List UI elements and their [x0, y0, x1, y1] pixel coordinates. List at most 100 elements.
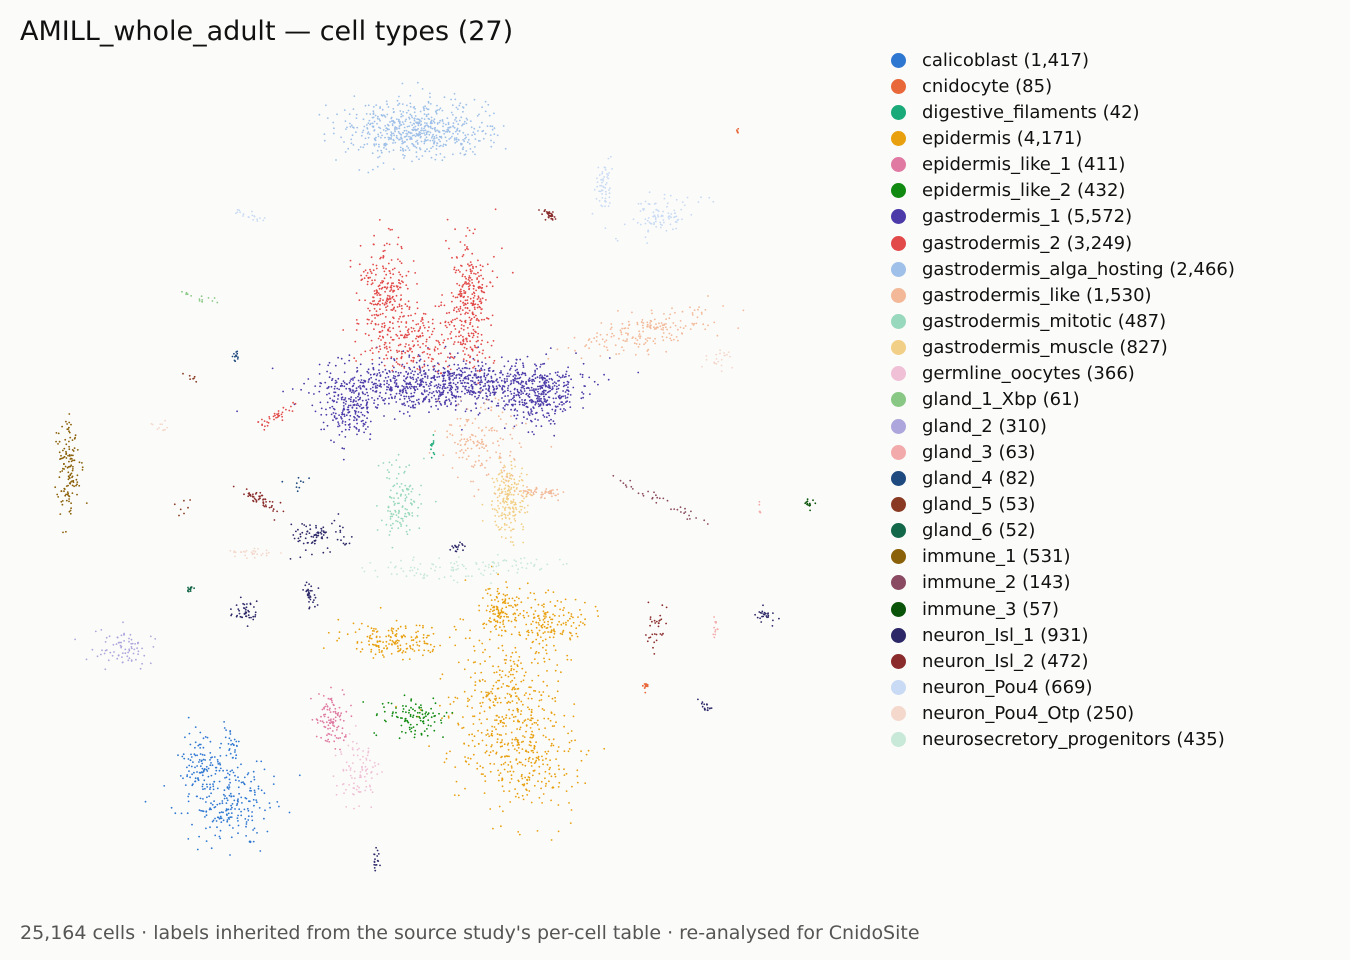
scatter-point — [386, 382, 388, 385]
scatter-point — [511, 738, 514, 741]
scatter-point — [537, 674, 540, 677]
scatter-point — [379, 297, 382, 300]
scatter-point — [535, 756, 538, 759]
scatter-point — [442, 145, 444, 148]
scatter-point — [387, 227, 390, 230]
scatter-point — [430, 360, 433, 363]
scatter-point — [432, 648, 434, 651]
scatter-point — [464, 449, 467, 452]
scatter-point — [429, 96, 431, 99]
scatter-point — [559, 397, 562, 400]
scatter-point — [253, 776, 256, 778]
scatter-point — [383, 710, 386, 713]
scatter-point — [254, 791, 256, 794]
scatter-point — [488, 390, 491, 393]
scatter-point — [541, 759, 544, 762]
scatter-point — [521, 748, 524, 750]
scatter-point — [521, 763, 524, 766]
scatter-point — [543, 621, 546, 624]
scatter-point — [545, 416, 548, 419]
scatter-point — [642, 327, 644, 329]
scatter-point — [485, 285, 488, 288]
scatter-point — [387, 329, 389, 331]
scatter-point — [403, 136, 406, 138]
scatter-point — [415, 151, 418, 154]
scatter-point — [448, 364, 451, 367]
scatter-point — [398, 737, 401, 740]
scatter-point — [450, 111, 453, 114]
scatter-point — [399, 521, 401, 524]
scatter-point — [420, 704, 422, 706]
scatter-point — [399, 644, 402, 647]
scatter-point — [508, 708, 510, 711]
scatter-point — [449, 703, 452, 705]
scatter-point — [438, 135, 441, 138]
scatter-point — [459, 271, 461, 273]
scatter-point — [444, 387, 446, 389]
scatter-point — [437, 340, 440, 342]
scatter-point — [374, 303, 377, 306]
scatter-point — [475, 407, 478, 410]
scatter-point — [474, 303, 477, 305]
scatter-point — [518, 698, 520, 701]
scatter-point — [236, 745, 238, 747]
scatter-point — [462, 379, 464, 382]
scatter-point — [461, 255, 464, 258]
scatter-point — [513, 489, 516, 492]
scatter-point — [426, 713, 429, 716]
scatter-point — [415, 624, 418, 627]
scatter-point — [364, 137, 367, 140]
scatter-point — [390, 117, 393, 120]
scatter-point — [379, 127, 382, 130]
scatter-point — [345, 710, 348, 713]
scatter-point — [549, 766, 551, 769]
scatter-point — [240, 810, 243, 813]
scatter-point — [408, 415, 411, 417]
scatter-point — [263, 817, 265, 820]
scatter-point — [475, 375, 477, 377]
scatter-point — [472, 357, 475, 360]
scatter-point — [522, 610, 525, 612]
scatter-point — [393, 484, 396, 487]
scatter-point — [422, 399, 425, 402]
scatter-point — [543, 612, 546, 615]
scatter-point — [445, 239, 447, 242]
scatter-point — [226, 799, 229, 802]
scatter-point — [548, 616, 551, 619]
scatter-point — [199, 743, 202, 746]
scatter-point — [376, 529, 379, 531]
scatter-point — [376, 384, 379, 387]
scatter-point — [414, 312, 417, 315]
scatter-point — [510, 665, 513, 667]
scatter-point — [393, 397, 396, 399]
scatter-point — [429, 131, 432, 134]
scatter-point — [314, 410, 317, 413]
scatter-point — [425, 381, 427, 384]
scatter-point — [416, 121, 419, 124]
scatter-point — [230, 808, 232, 811]
scatter-point — [488, 587, 491, 590]
scatter-point — [342, 458, 345, 461]
scatter-point — [395, 715, 398, 718]
scatter-point — [385, 645, 387, 647]
scatter-point — [535, 650, 538, 653]
scatter-point — [189, 776, 192, 779]
scatter-point — [477, 259, 479, 262]
scatter-point — [400, 724, 403, 727]
scatter-point — [494, 613, 496, 616]
scatter-point — [385, 302, 388, 305]
scatter-point — [432, 697, 435, 700]
scatter-point — [377, 404, 379, 406]
scatter-point — [642, 330, 644, 333]
scatter-point — [384, 301, 387, 304]
scatter-point — [512, 427, 515, 430]
scatter-point — [523, 736, 526, 738]
scatter-point — [461, 390, 463, 393]
scatter-point — [214, 773, 217, 775]
scatter-point — [461, 285, 464, 288]
scatter-point — [402, 412, 405, 415]
scatter-point — [401, 385, 404, 387]
scatter-point — [477, 427, 480, 429]
scatter-point — [689, 328, 692, 330]
scatter-point — [424, 398, 426, 401]
